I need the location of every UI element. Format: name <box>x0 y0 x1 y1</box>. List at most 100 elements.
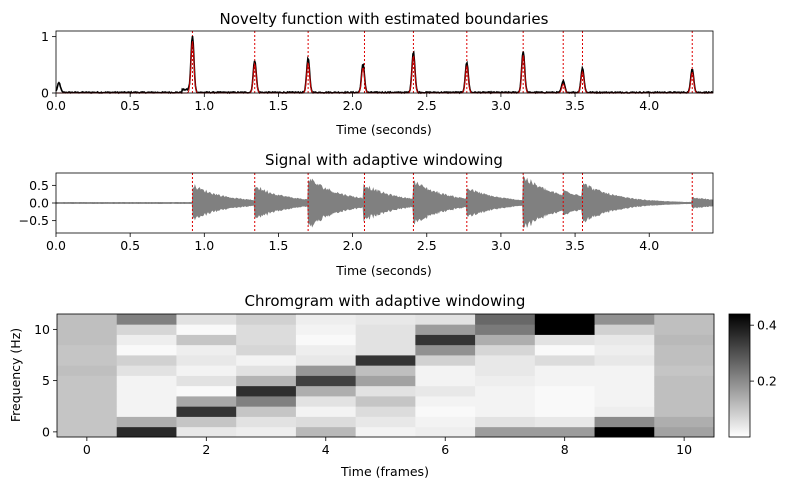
heatmap-cell <box>295 324 357 335</box>
heatmap-cell <box>355 355 416 366</box>
heatmap-cell <box>116 406 177 417</box>
heatmap-cell <box>57 344 118 356</box>
heatmap-cell <box>236 324 297 335</box>
heatmap-cell <box>176 314 237 325</box>
heatmap-cell <box>236 396 297 407</box>
novelty-xtick-label: 2.0 <box>343 98 363 113</box>
heatmap-cell <box>594 426 655 438</box>
heatmap-cell <box>654 396 715 407</box>
chromagram-xtick-label: 0 <box>83 442 91 457</box>
heatmap-cell <box>415 396 476 407</box>
chromagram-xtick-label: 2 <box>202 442 210 457</box>
chromagram-ylabel: Frequency (Hz) <box>8 328 23 422</box>
heatmap-cell <box>355 406 416 417</box>
heatmap-cell <box>475 406 536 417</box>
heatmap-cell <box>654 426 715 438</box>
heatmap-cell <box>654 416 715 428</box>
heatmap-cell <box>236 365 297 376</box>
heatmap-cell <box>176 426 237 438</box>
heatmap-cell <box>415 334 476 346</box>
heatmap-cell <box>594 344 655 356</box>
heatmap-cell <box>475 385 536 397</box>
novelty-series-0 <box>55 35 714 95</box>
heatmap-cell <box>236 416 297 428</box>
colorbar-tick-label: 0.4 <box>757 318 777 333</box>
heatmap-cell <box>415 375 476 387</box>
heatmap-cell <box>415 314 476 325</box>
signal-ytick-label: −0.5 <box>19 213 49 228</box>
heatmap-cell <box>236 334 297 346</box>
heatmap-cell <box>475 396 536 407</box>
heatmap-cell <box>236 385 297 397</box>
heatmap-cell <box>295 344 357 356</box>
heatmap-cell <box>176 406 237 417</box>
heatmap-cell <box>295 314 357 325</box>
heatmap-cell <box>475 416 536 428</box>
signal-xtick-label: 1.5 <box>269 238 289 253</box>
heatmap-cell <box>236 426 297 438</box>
novelty-ytick-label: 1 <box>41 29 49 44</box>
heatmap-cell <box>355 385 416 397</box>
heatmap-cell <box>594 365 655 376</box>
heatmap-cell <box>534 344 595 356</box>
novelty-xtick-label: 2.5 <box>417 98 437 113</box>
heatmap-cell <box>236 344 297 356</box>
heatmap-cell <box>176 334 237 346</box>
heatmap-cell <box>534 385 595 397</box>
novelty-xtick-label: 1.5 <box>269 98 289 113</box>
novelty-series-1 <box>56 41 713 94</box>
signal-xtick-label: 0.0 <box>46 238 66 253</box>
heatmap-cell <box>594 416 655 428</box>
heatmap-cell <box>534 416 595 428</box>
heatmap-cell <box>355 375 416 387</box>
heatmap-cell <box>295 426 357 438</box>
novelty-panel: Novelty function with estimated boundari… <box>41 10 714 137</box>
heatmap-cell <box>57 426 118 438</box>
heatmap-cell <box>594 324 655 335</box>
heatmap-cell <box>654 355 715 366</box>
heatmap-cell <box>654 344 715 356</box>
colorbar-tick-label: 0.2 <box>757 374 777 389</box>
heatmap-cell <box>176 396 237 407</box>
heatmap-cell <box>176 416 237 428</box>
heatmap-cell <box>57 416 118 428</box>
heatmap-cell <box>295 385 357 397</box>
heatmap-cell <box>57 324 118 335</box>
heatmap-cell <box>295 365 357 376</box>
heatmap-cell <box>594 314 655 325</box>
novelty-xtick-label: 3.5 <box>565 98 585 113</box>
heatmap-cell <box>475 375 536 387</box>
signal-ytick-label: 0.0 <box>29 196 49 211</box>
heatmap-cell <box>534 426 595 438</box>
chromagram-xtick-label: 10 <box>676 442 692 457</box>
novelty-xlabel: Time (seconds) <box>335 122 431 137</box>
heatmap-cell <box>654 406 715 417</box>
heatmap-cell <box>475 314 536 325</box>
heatmap-cell <box>176 365 237 376</box>
heatmap-cell <box>57 355 118 366</box>
heatmap-cell <box>415 406 476 417</box>
heatmap-cell <box>594 385 655 397</box>
heatmap-cell <box>355 334 416 346</box>
signal-panel: Signal with adaptive windowing Time (sec… <box>19 151 714 278</box>
novelty-xtick-label: 3.0 <box>491 98 511 113</box>
heatmap-cell <box>176 324 237 335</box>
heatmap-cell <box>475 426 536 438</box>
novelty-ytick-label: 0 <box>41 86 49 101</box>
signal-ytick-label: 0.5 <box>29 178 49 193</box>
heatmap-cell <box>236 375 297 387</box>
heatmap-cell <box>654 375 715 387</box>
heatmap-cell <box>236 406 297 417</box>
heatmap-cell <box>534 314 595 325</box>
heatmap-cell <box>355 426 416 438</box>
heatmap-cell <box>176 375 237 387</box>
heatmap-cell <box>475 355 536 366</box>
heatmap-cell <box>355 416 416 428</box>
heatmap-cell <box>355 396 416 407</box>
heatmap-cell <box>415 365 476 376</box>
heatmap-cell <box>116 375 177 387</box>
heatmap-cell <box>355 314 416 325</box>
heatmap-cell <box>415 324 476 335</box>
chromagram-ytick-label: 5 <box>42 373 50 388</box>
